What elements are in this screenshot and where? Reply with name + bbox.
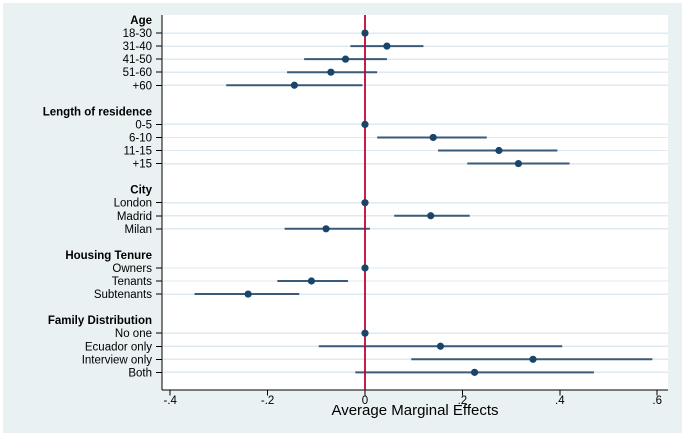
estimate-dot bbox=[427, 212, 435, 220]
category-label: 6-10 bbox=[129, 132, 152, 144]
estimate-dot bbox=[436, 342, 445, 350]
estimate-dot bbox=[495, 146, 503, 155]
estimate-dot bbox=[470, 368, 479, 376]
x-tick-label: -.2 bbox=[261, 395, 274, 407]
category-label: Subtenants bbox=[94, 289, 152, 301]
estimate-dot bbox=[307, 277, 316, 285]
category-label: 31-40 bbox=[123, 41, 152, 53]
estimate-dot bbox=[327, 68, 335, 76]
category-label: Madrid bbox=[117, 211, 152, 223]
category-label: 0-5 bbox=[135, 119, 152, 131]
category-label: Ecuador only bbox=[85, 341, 152, 353]
x-tick-label: .6 bbox=[652, 395, 662, 407]
category-label: 11-15 bbox=[123, 146, 152, 158]
estimate-dot bbox=[361, 29, 369, 37]
estimate-dot bbox=[514, 159, 523, 168]
category-label: Milan bbox=[125, 224, 152, 236]
estimate-dot bbox=[244, 290, 252, 298]
category-label: +15 bbox=[132, 159, 152, 171]
estimate-dot bbox=[361, 199, 369, 207]
category-label: No one bbox=[115, 328, 152, 340]
category-label: Tenants bbox=[112, 276, 153, 288]
category-label: 41-50 bbox=[123, 54, 152, 66]
category-label: Owners bbox=[112, 263, 152, 275]
category-label: London bbox=[114, 198, 152, 210]
estimate-dot bbox=[361, 120, 369, 128]
estimate-dot bbox=[529, 355, 537, 363]
estimate-dot bbox=[361, 329, 369, 337]
category-label: Interview only bbox=[82, 354, 153, 366]
category-label: 51-60 bbox=[123, 67, 152, 79]
x-axis-title: Average Marginal Effects bbox=[331, 402, 498, 419]
group-header-label: City bbox=[130, 185, 152, 197]
x-tick-label: 0 bbox=[362, 395, 368, 407]
x-tick-label: -.4 bbox=[163, 395, 177, 407]
estimate-dot bbox=[290, 81, 298, 89]
estimate-dot bbox=[383, 42, 391, 50]
x-tick-label: .2 bbox=[458, 395, 468, 407]
group-header-label: Age bbox=[130, 15, 152, 27]
group-header-label: Housing Tenure bbox=[65, 250, 152, 262]
category-label: Both bbox=[128, 367, 152, 379]
category-label: 18-30 bbox=[123, 28, 152, 40]
estimate-dot bbox=[361, 264, 369, 272]
estimate-dot bbox=[341, 55, 350, 63]
group-header-label: Length of residence bbox=[43, 106, 152, 118]
estimate-dot bbox=[322, 225, 330, 233]
group-header-label: Family Distribution bbox=[48, 315, 152, 327]
x-tick-label: .4 bbox=[555, 395, 565, 407]
category-label: +60 bbox=[132, 80, 152, 92]
estimate-dot bbox=[429, 133, 437, 142]
